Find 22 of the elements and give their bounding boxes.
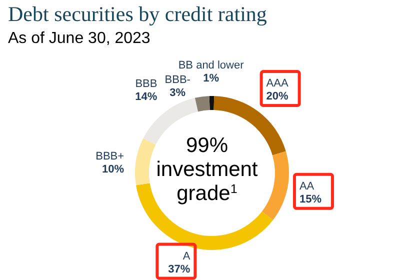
donut-slice (209, 96, 214, 110)
data-label: 10% (102, 163, 124, 176)
text: 99% investment grade$^{1}$ (156, 134, 258, 205)
data-label: 14% (135, 90, 158, 103)
slice-label: BBB (135, 78, 158, 90)
slice-label: BB and lower (178, 59, 244, 72)
data-label: 20% (266, 90, 289, 102)
donut-slice (135, 138, 156, 186)
donut-slice (262, 151, 289, 220)
data-label: 1% (203, 72, 220, 84)
slice-label: A (182, 250, 191, 262)
data-label: 15% (299, 193, 322, 206)
slice-label: AAA (266, 77, 289, 90)
slice-label: BBB+ (96, 150, 124, 162)
donut-slice (194, 96, 210, 112)
data-label: 37% (168, 263, 190, 276)
chart-subtitle: As of June 30, 2023 (8, 30, 150, 48)
data-label: 3% (170, 86, 186, 99)
chart-title: Debt securities by credit rating (8, 2, 267, 27)
slice-label: BBB- (164, 74, 191, 86)
donut-slice (136, 183, 274, 250)
slice-label: AA (299, 180, 315, 192)
